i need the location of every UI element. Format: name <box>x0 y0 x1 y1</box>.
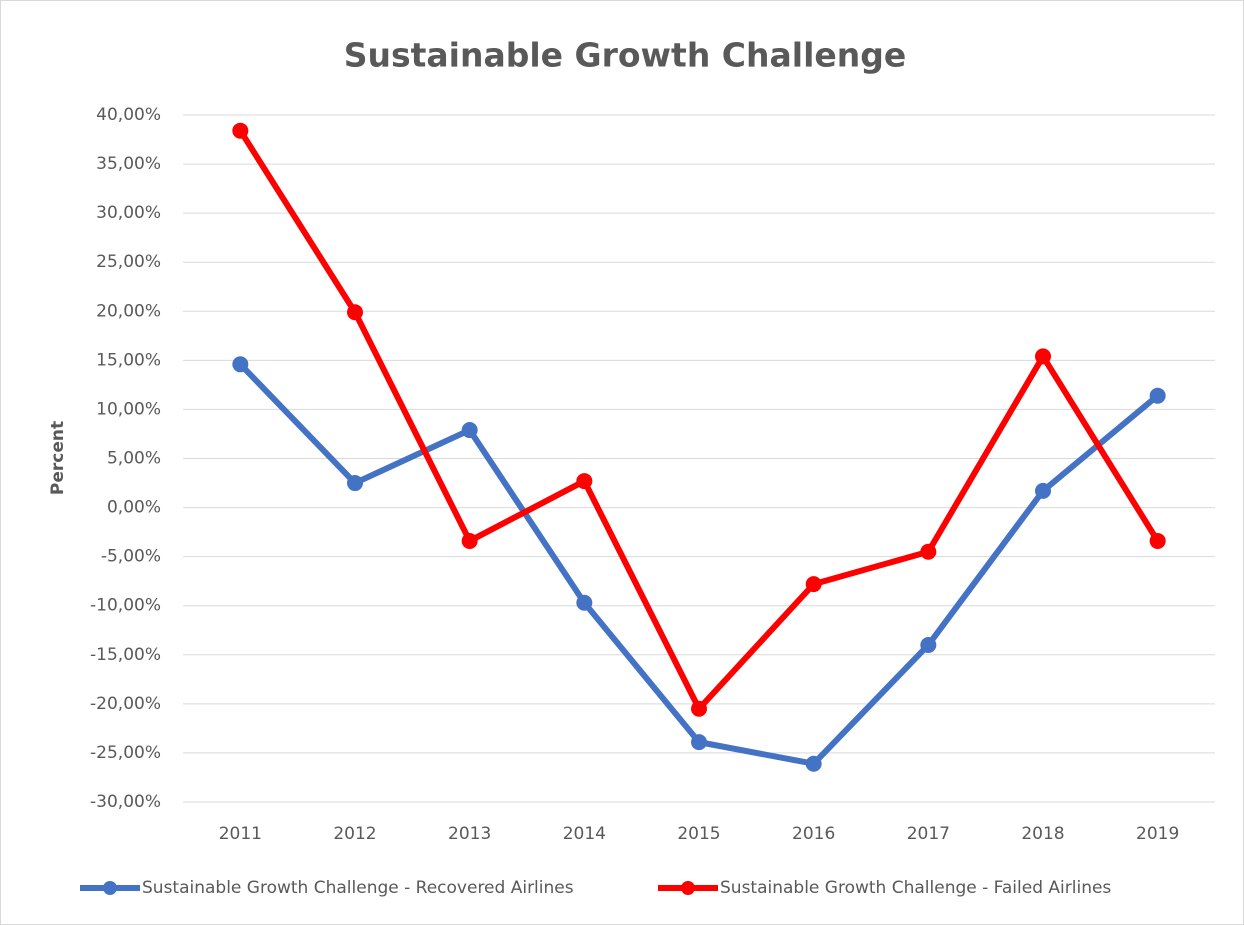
legend-label: Sustainable Growth Challenge - Failed Ai… <box>720 878 1111 898</box>
y-tick-label: 20,00% <box>96 301 161 321</box>
data-point <box>920 543 937 560</box>
data-point <box>920 636 937 653</box>
x-tick-label: 2018 <box>1021 824 1064 844</box>
x-tick-label: 2015 <box>677 824 720 844</box>
data-point <box>576 594 593 611</box>
x-tick-label: 2012 <box>333 824 376 844</box>
data-point <box>232 356 249 373</box>
x-tick-label: 2017 <box>907 824 950 844</box>
legend-marker <box>103 881 117 895</box>
x-tick-label: 2019 <box>1136 824 1179 844</box>
y-axis-label: Percent <box>48 421 68 495</box>
y-tick-label: -10,00% <box>90 596 161 616</box>
x-tick-label: 2014 <box>563 824 606 844</box>
y-tick-label: -15,00% <box>90 645 161 665</box>
data-point <box>461 422 478 439</box>
data-point <box>691 700 707 717</box>
data-point <box>461 532 478 549</box>
data-point <box>805 755 822 772</box>
y-tick-label: -30,00% <box>90 792 161 812</box>
y-tick-label: 30,00% <box>96 203 161 223</box>
data-point <box>576 473 593 490</box>
y-tick-label: 35,00% <box>96 154 161 174</box>
x-tick-label: 2013 <box>448 824 491 844</box>
data-point <box>232 122 249 139</box>
data-point <box>1149 532 1166 549</box>
data-point <box>805 576 822 593</box>
data-point <box>1035 482 1051 499</box>
y-tick-label: 5,00% <box>107 449 161 469</box>
x-tick-label: 2011 <box>219 824 262 844</box>
data-point <box>347 475 363 492</box>
y-tick-label: -20,00% <box>90 694 161 714</box>
data-point <box>1035 348 1051 365</box>
y-tick-label: 10,00% <box>96 399 161 419</box>
data-point <box>691 734 707 751</box>
y-tick-label: -25,00% <box>90 743 161 763</box>
legend-label: Sustainable Growth Challenge - Recovered… <box>142 878 574 898</box>
y-tick-label: -5,00% <box>101 547 161 567</box>
x-tick-label: 2016 <box>792 824 835 844</box>
y-tick-label: 25,00% <box>96 252 161 272</box>
data-point <box>1149 387 1166 404</box>
y-tick-label: 15,00% <box>96 350 161 370</box>
data-point <box>347 304 363 321</box>
legend-marker <box>681 881 695 895</box>
y-tick-label: 0,00% <box>107 498 161 518</box>
y-tick-label: 40,00% <box>96 105 161 125</box>
chart-title: Sustainable Growth Challenge <box>344 36 907 75</box>
